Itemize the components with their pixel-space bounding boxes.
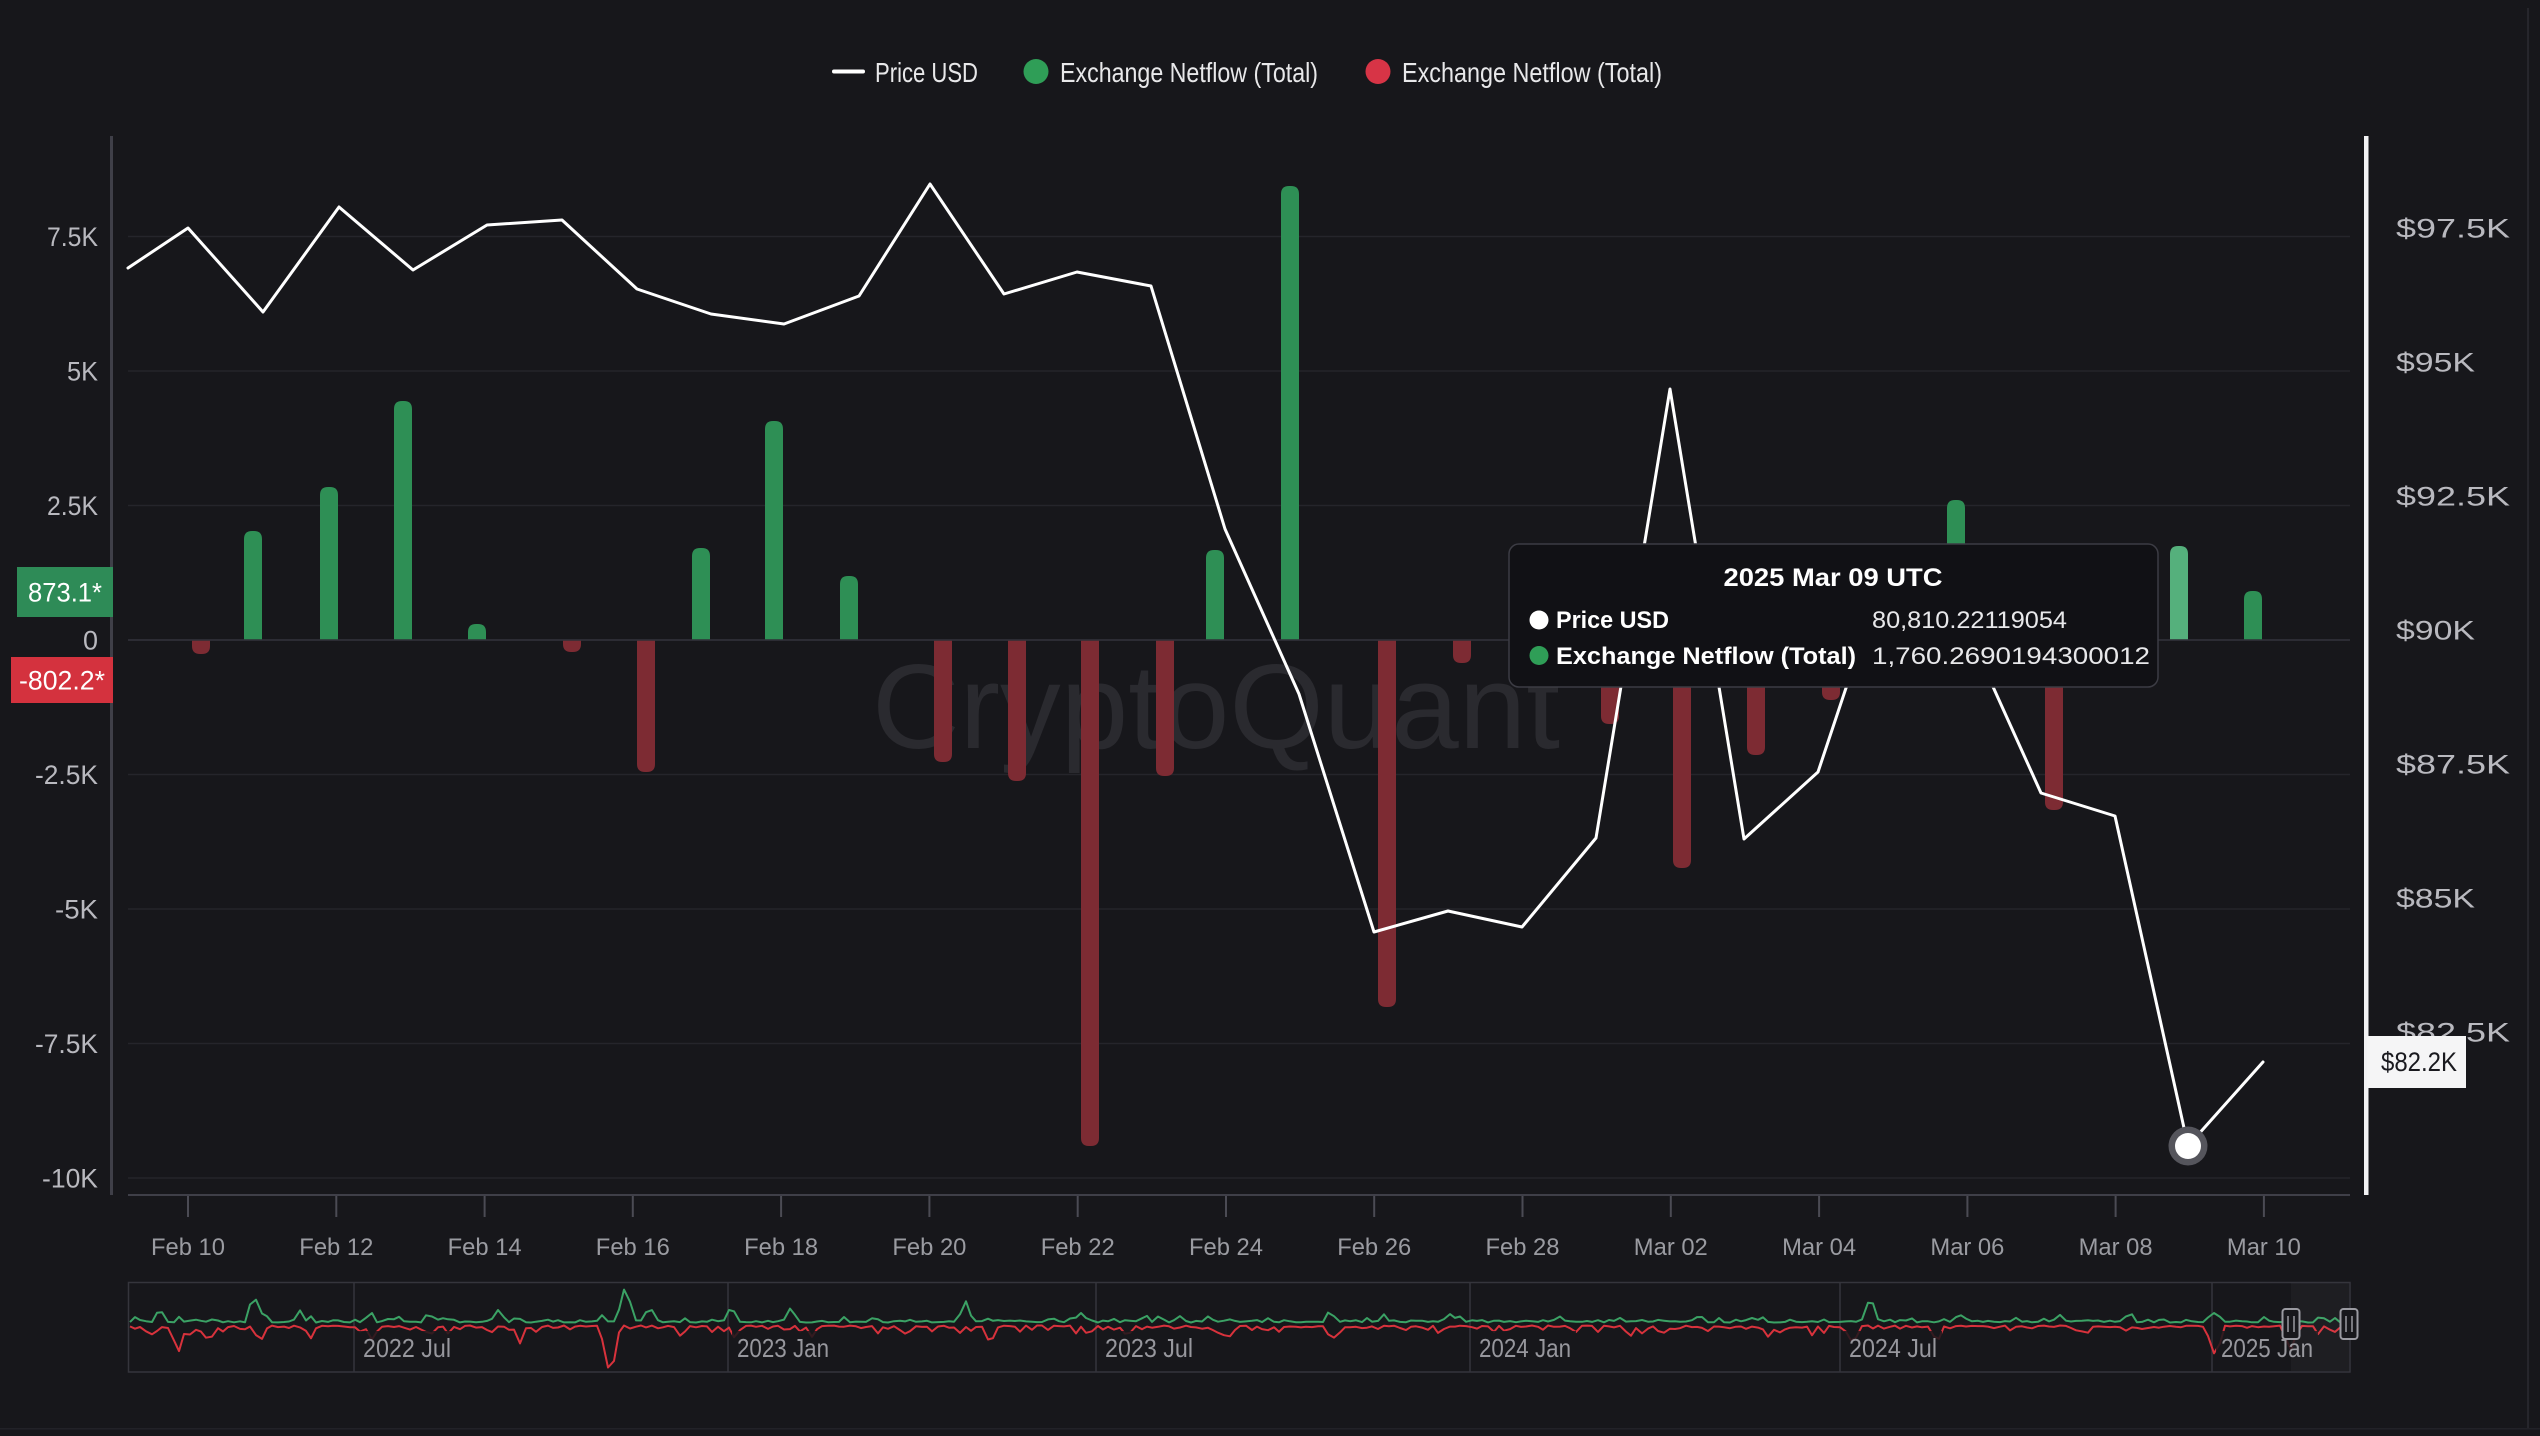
svg-text:-802.2*: -802.2* [19,666,105,696]
svg-text:Feb 26: Feb 26 [1337,1234,1411,1261]
svg-text:$97.5K: $97.5K [2396,214,2510,244]
svg-text:Feb 18: Feb 18 [744,1234,818,1261]
svg-text:Feb 16: Feb 16 [596,1234,670,1261]
svg-text:Mar 10: Mar 10 [2227,1234,2301,1261]
svg-text:$92.5K: $92.5K [2396,482,2510,512]
svg-text:Mar 06: Mar 06 [1930,1234,2004,1261]
svg-text:-2.5K: -2.5K [35,760,98,790]
svg-text:Exchange Netflow (Total): Exchange Netflow (Total) [1556,643,1856,670]
svg-text:Price USD: Price USD [875,57,978,88]
svg-text:2025 Mar 09 UTC: 2025 Mar 09 UTC [1724,564,1943,592]
svg-text:$95K: $95K [2396,348,2475,378]
svg-text:Exchange Netflow (Total): Exchange Netflow (Total) [1402,57,1662,88]
svg-text:Feb 20: Feb 20 [892,1234,966,1261]
svg-text:Feb 12: Feb 12 [299,1234,373,1261]
svg-text:Feb 10: Feb 10 [151,1234,225,1261]
svg-text:7.5K: 7.5K [47,222,98,252]
svg-text:$90K: $90K [2396,616,2475,646]
svg-text:$82.2K: $82.2K [2381,1047,2457,1077]
svg-text:Price USD: Price USD [1556,607,1669,634]
svg-text:2.5K: 2.5K [47,491,98,521]
svg-text:873.1*: 873.1* [28,578,102,608]
svg-text:0: 0 [83,626,98,656]
svg-text:$85K: $85K [2396,884,2475,914]
svg-text:1,760.2690194300012: 1,760.2690194300012 [1872,643,2150,670]
svg-text:Exchange Netflow (Total): Exchange Netflow (Total) [1060,57,1318,88]
svg-text:CryptoQuant: CryptoQuant [872,640,1560,774]
svg-text:-10K: -10K [42,1164,98,1194]
svg-text:2023 Jul: 2023 Jul [1105,1333,1193,1363]
svg-text:$87.5K: $87.5K [2396,750,2510,780]
svg-text:-7.5K: -7.5K [35,1029,98,1059]
svg-text:2023 Jan: 2023 Jan [737,1333,829,1363]
svg-text:Feb 22: Feb 22 [1041,1234,1115,1261]
svg-text:-5K: -5K [55,895,98,925]
svg-text:Mar 04: Mar 04 [1782,1234,1856,1261]
svg-text:2024 Jan: 2024 Jan [1479,1333,1571,1363]
svg-text:2022 Jul: 2022 Jul [363,1333,451,1363]
svg-text:2024 Jul: 2024 Jul [1849,1333,1937,1363]
svg-text:Feb 24: Feb 24 [1189,1234,1263,1261]
svg-text:Feb 14: Feb 14 [448,1234,522,1261]
svg-text:Mar 02: Mar 02 [1634,1234,1708,1261]
svg-text:5K: 5K [67,357,98,387]
svg-text:Mar 08: Mar 08 [2079,1234,2153,1261]
svg-text:80,810.22119054: 80,810.22119054 [1872,607,2067,634]
svg-text:Feb 28: Feb 28 [1486,1234,1560,1261]
